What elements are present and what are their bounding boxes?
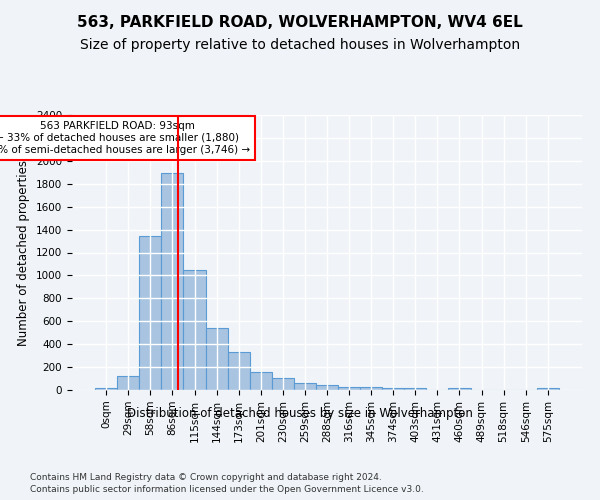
Text: Contains public sector information licensed under the Open Government Licence v3: Contains public sector information licen… (30, 485, 424, 494)
Bar (227, 352, 250, 390)
Bar (360, 387, 382, 390)
Text: Contains HM Land Registry data © Crown copyright and database right 2024.: Contains HM Land Registry data © Crown c… (30, 472, 382, 482)
Bar (250, 372, 272, 390)
Text: Size of property relative to detached houses in Wolverhampton: Size of property relative to detached ho… (80, 38, 520, 52)
Bar (404, 388, 427, 390)
Bar (316, 386, 338, 390)
Bar (294, 382, 316, 390)
Bar (272, 378, 294, 390)
Bar (95, 388, 117, 390)
Text: Distribution of detached houses by size in Wolverhampton: Distribution of detached houses by size … (127, 408, 473, 420)
Text: 563, PARKFIELD ROAD, WOLVERHAMPTON, WV4 6EL: 563, PARKFIELD ROAD, WOLVERHAMPTON, WV4 … (77, 15, 523, 30)
Bar (338, 386, 360, 390)
Bar (382, 388, 404, 390)
Bar (448, 388, 470, 390)
Y-axis label: Number of detached properties: Number of detached properties (17, 160, 31, 346)
Bar (537, 388, 559, 390)
Bar (117, 376, 139, 390)
Bar (184, 270, 206, 390)
Bar (161, 174, 184, 390)
Text: 563 PARKFIELD ROAD: 93sqm
← 33% of detached houses are smaller (1,880)
66% of se: 563 PARKFIELD ROAD: 93sqm ← 33% of detac… (0, 122, 250, 154)
Bar (206, 328, 227, 390)
Bar (139, 236, 161, 390)
